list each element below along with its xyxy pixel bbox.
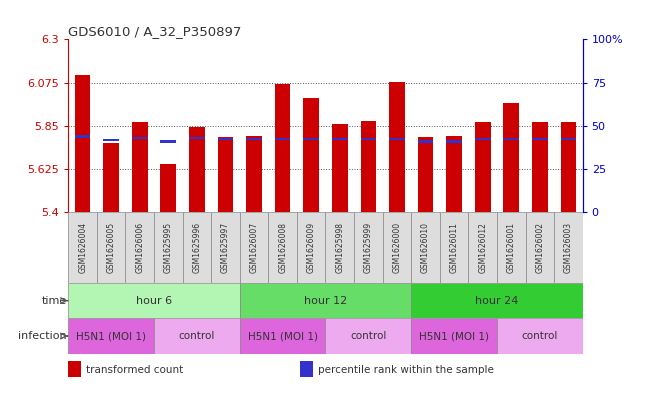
Bar bbox=[332, 138, 348, 140]
Bar bbox=[554, 212, 583, 283]
Bar bbox=[161, 164, 176, 212]
Bar bbox=[303, 138, 319, 140]
Bar bbox=[75, 135, 90, 138]
Bar bbox=[268, 212, 297, 283]
Bar bbox=[240, 283, 411, 318]
Text: GSM1625998: GSM1625998 bbox=[335, 222, 344, 273]
Bar bbox=[532, 138, 547, 140]
Text: GSM1625996: GSM1625996 bbox=[193, 222, 201, 273]
Text: time: time bbox=[42, 296, 67, 306]
Bar bbox=[561, 138, 576, 140]
Bar bbox=[97, 212, 126, 283]
Bar bbox=[561, 122, 576, 212]
Bar bbox=[503, 103, 519, 212]
Bar bbox=[183, 212, 211, 283]
Text: H5N1 (MOI 1): H5N1 (MOI 1) bbox=[247, 331, 318, 341]
Bar bbox=[211, 212, 240, 283]
Bar bbox=[132, 137, 148, 140]
Bar bbox=[217, 137, 233, 212]
Text: GSM1626004: GSM1626004 bbox=[78, 222, 87, 273]
Bar bbox=[475, 138, 490, 140]
Text: infection: infection bbox=[18, 331, 67, 341]
Bar bbox=[161, 140, 176, 143]
Text: GSM1626006: GSM1626006 bbox=[135, 222, 145, 273]
Bar bbox=[361, 121, 376, 212]
Bar bbox=[532, 122, 547, 212]
Bar bbox=[418, 140, 434, 143]
Bar bbox=[68, 283, 240, 318]
Text: GSM1625997: GSM1625997 bbox=[221, 222, 230, 273]
Text: control: control bbox=[350, 331, 387, 341]
Text: GSM1626011: GSM1626011 bbox=[450, 222, 458, 273]
Text: hour 24: hour 24 bbox=[475, 296, 519, 306]
Bar bbox=[68, 361, 81, 376]
Bar bbox=[411, 283, 583, 318]
Bar bbox=[440, 212, 468, 283]
Bar bbox=[154, 318, 240, 354]
Bar bbox=[354, 212, 383, 283]
Text: GSM1626008: GSM1626008 bbox=[278, 222, 287, 273]
Bar bbox=[468, 212, 497, 283]
Bar bbox=[104, 139, 119, 141]
Bar bbox=[303, 98, 319, 212]
Bar bbox=[525, 212, 554, 283]
Text: GSM1626000: GSM1626000 bbox=[393, 222, 402, 273]
Text: GSM1626010: GSM1626010 bbox=[421, 222, 430, 273]
Bar bbox=[246, 138, 262, 140]
Bar bbox=[383, 212, 411, 283]
Text: GSM1626009: GSM1626009 bbox=[307, 222, 316, 273]
Text: GSM1626005: GSM1626005 bbox=[107, 222, 116, 273]
Bar bbox=[326, 318, 411, 354]
Bar bbox=[68, 212, 97, 283]
Bar bbox=[68, 318, 154, 354]
Bar bbox=[246, 136, 262, 212]
Text: H5N1 (MOI 1): H5N1 (MOI 1) bbox=[76, 331, 146, 341]
Bar bbox=[189, 127, 205, 212]
Text: GSM1625999: GSM1625999 bbox=[364, 222, 373, 273]
Bar bbox=[297, 212, 326, 283]
Text: transformed count: transformed count bbox=[87, 365, 184, 375]
Bar bbox=[418, 137, 434, 212]
Bar bbox=[75, 75, 90, 212]
Text: GSM1626003: GSM1626003 bbox=[564, 222, 573, 273]
Text: hour 12: hour 12 bbox=[304, 296, 347, 306]
Bar bbox=[411, 212, 440, 283]
Bar bbox=[104, 143, 119, 212]
Text: GSM1626002: GSM1626002 bbox=[535, 222, 544, 273]
Text: hour 6: hour 6 bbox=[136, 296, 172, 306]
Text: control: control bbox=[179, 331, 215, 341]
Bar bbox=[332, 124, 348, 212]
Text: GDS6010 / A_32_P350897: GDS6010 / A_32_P350897 bbox=[68, 25, 242, 38]
Bar bbox=[497, 212, 525, 283]
Bar bbox=[189, 137, 205, 140]
Text: GSM1626012: GSM1626012 bbox=[478, 222, 487, 273]
Bar bbox=[446, 140, 462, 143]
Bar bbox=[389, 138, 405, 140]
Bar bbox=[217, 138, 233, 140]
Text: GSM1626001: GSM1626001 bbox=[506, 222, 516, 273]
Bar bbox=[275, 84, 290, 212]
Bar bbox=[154, 212, 183, 283]
Bar bbox=[503, 138, 519, 140]
Text: GSM1626007: GSM1626007 bbox=[249, 222, 258, 273]
Bar bbox=[361, 138, 376, 140]
Bar bbox=[475, 122, 490, 212]
Bar bbox=[240, 318, 326, 354]
Bar bbox=[389, 82, 405, 212]
Bar bbox=[126, 212, 154, 283]
Bar bbox=[446, 136, 462, 212]
Text: percentile rank within the sample: percentile rank within the sample bbox=[318, 365, 493, 375]
Text: control: control bbox=[521, 331, 558, 341]
Bar bbox=[411, 318, 497, 354]
Bar bbox=[299, 361, 312, 376]
Bar bbox=[497, 318, 583, 354]
Text: GSM1625995: GSM1625995 bbox=[164, 222, 173, 273]
Bar bbox=[132, 122, 148, 212]
Bar bbox=[326, 212, 354, 283]
Bar bbox=[240, 212, 268, 283]
Bar bbox=[275, 138, 290, 140]
Text: H5N1 (MOI 1): H5N1 (MOI 1) bbox=[419, 331, 489, 341]
